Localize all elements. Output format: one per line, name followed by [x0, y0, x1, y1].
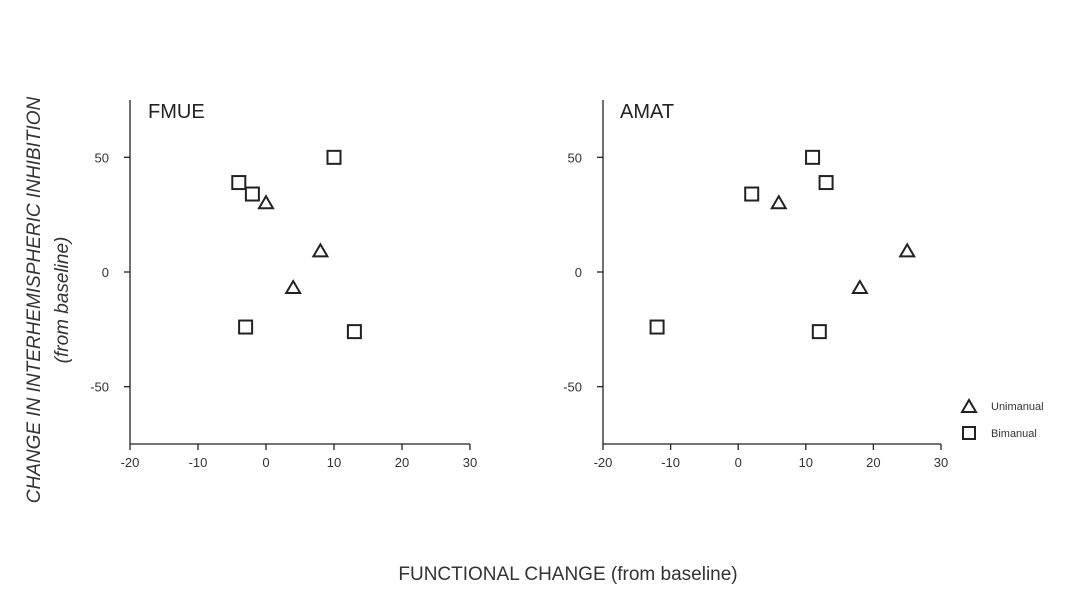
bimanual-point: [231, 175, 247, 191]
x-axis-title: FUNCTIONAL CHANGE (from baseline): [398, 564, 737, 585]
unimanual-point: [851, 279, 869, 295]
y-tick-label: 0: [102, 265, 109, 280]
y-axis-title-line1: CHANGE IN INTERHEMISPHERIC INHIBITION: [24, 97, 45, 504]
unimanual-point: [257, 194, 275, 210]
x-tick-label: -20: [594, 455, 613, 470]
y-tick-label: 50: [568, 150, 582, 165]
legend-square-icon: [962, 426, 976, 440]
bimanual-point: [244, 186, 260, 202]
y-tick-label: -50: [563, 380, 582, 395]
bimanual-point: [238, 319, 254, 335]
y-tick-label: -50: [90, 380, 109, 395]
amat-panel: AMAT -20 -10 0 10 20 30 -50 0 50: [563, 100, 948, 470]
unimanual-point: [284, 279, 302, 295]
x-tick-label: 30: [463, 455, 477, 470]
legend-label-unimanual: Unimanual: [991, 401, 1044, 413]
bimanual-point: [744, 186, 760, 202]
panel-title: AMAT: [620, 101, 674, 123]
bimanual-point: [818, 175, 834, 191]
legend: Unimanual Bimanual: [960, 398, 1044, 440]
unimanual-point: [898, 242, 916, 258]
bimanual-point: [805, 149, 821, 165]
x-tick-label: 0: [262, 455, 269, 470]
y-axis-title-line2: (from baseline): [52, 237, 73, 364]
fmue-panel: FMUE -20 -10 0 10 20 30 -50 0 50: [90, 100, 477, 470]
y-tick-label: 50: [95, 150, 109, 165]
x-tick-label: 0: [735, 455, 742, 470]
bimanual-point: [326, 149, 342, 165]
bimanual-point: [649, 319, 665, 335]
y-tick-label: 0: [575, 265, 582, 280]
panel-title: FMUE: [148, 101, 205, 123]
unimanual-point: [311, 242, 330, 258]
x-tick-label: 20: [866, 455, 880, 470]
x-tick-label: -10: [189, 455, 208, 470]
x-tick-label: 20: [395, 455, 409, 470]
x-tick-label: 10: [799, 455, 813, 470]
x-tick-label: 30: [934, 455, 948, 470]
x-tick-label: 10: [327, 455, 341, 470]
legend-triangle-icon: [960, 398, 978, 413]
unimanual-point: [770, 194, 788, 210]
x-tick-label: -10: [661, 455, 680, 470]
bimanual-point: [346, 324, 362, 340]
legend-label-bimanual: Bimanual: [991, 428, 1037, 440]
x-tick-label: -20: [121, 455, 140, 470]
bimanual-point: [811, 324, 827, 340]
